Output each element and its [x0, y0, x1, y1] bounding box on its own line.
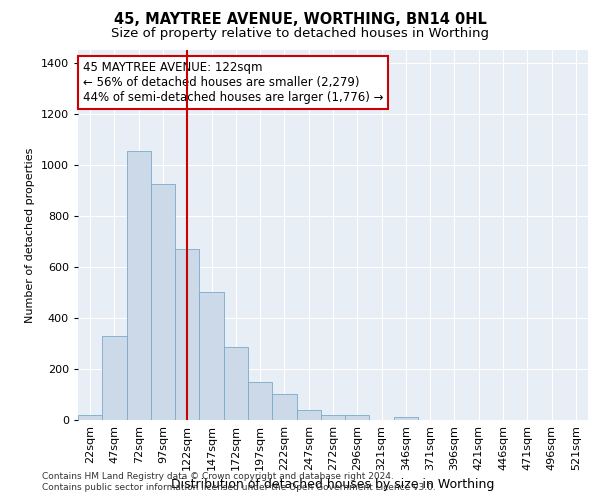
Bar — [175, 249, 199, 420]
Text: 45 MAYTREE AVENUE: 122sqm
← 56% of detached houses are smaller (2,279)
44% of se: 45 MAYTREE AVENUE: 122sqm ← 56% of detac… — [83, 61, 383, 104]
Y-axis label: Number of detached properties: Number of detached properties — [25, 148, 35, 322]
Bar — [394, 418, 418, 420]
Bar — [296, 410, 321, 420]
Bar — [345, 415, 370, 420]
Text: Contains HM Land Registry data © Crown copyright and database right 2024.: Contains HM Land Registry data © Crown c… — [42, 472, 394, 481]
Bar — [78, 415, 102, 420]
Bar — [321, 415, 345, 420]
Bar — [248, 382, 272, 420]
Text: 45, MAYTREE AVENUE, WORTHING, BN14 0HL: 45, MAYTREE AVENUE, WORTHING, BN14 0HL — [113, 12, 487, 28]
X-axis label: Distribution of detached houses by size in Worthing: Distribution of detached houses by size … — [172, 478, 494, 492]
Text: Contains public sector information licensed under the Open Government Licence v3: Contains public sector information licen… — [42, 484, 436, 492]
Bar — [199, 292, 224, 420]
Bar — [102, 336, 127, 420]
Bar — [272, 394, 296, 420]
Bar — [127, 151, 151, 420]
Text: Size of property relative to detached houses in Worthing: Size of property relative to detached ho… — [111, 28, 489, 40]
Bar — [224, 348, 248, 420]
Bar — [151, 184, 175, 420]
